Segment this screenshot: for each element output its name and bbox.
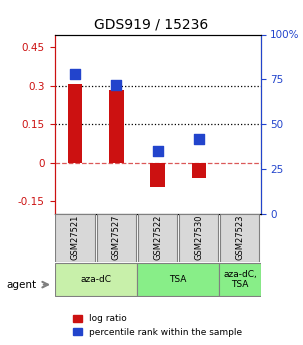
Point bbox=[155, 148, 160, 154]
FancyBboxPatch shape bbox=[55, 263, 137, 296]
Text: GSM27523: GSM27523 bbox=[235, 214, 245, 260]
Point bbox=[114, 82, 119, 88]
Point bbox=[73, 71, 78, 77]
FancyBboxPatch shape bbox=[137, 263, 219, 296]
Bar bbox=[68, 85, 82, 162]
Legend: log ratio, percentile rank within the sample: log ratio, percentile rank within the sa… bbox=[69, 311, 246, 341]
Text: GSM27522: GSM27522 bbox=[153, 214, 162, 260]
Text: GSM27530: GSM27530 bbox=[194, 214, 203, 260]
FancyBboxPatch shape bbox=[220, 214, 259, 262]
Text: aza-dC: aza-dC bbox=[80, 275, 111, 284]
FancyBboxPatch shape bbox=[97, 214, 136, 262]
Point bbox=[196, 136, 201, 141]
Text: GSM27527: GSM27527 bbox=[112, 214, 121, 260]
Text: GDS919 / 15236: GDS919 / 15236 bbox=[94, 17, 209, 31]
FancyBboxPatch shape bbox=[219, 263, 261, 296]
Text: aza-dC,
TSA: aza-dC, TSA bbox=[223, 270, 257, 289]
Bar bbox=[109, 90, 124, 162]
Bar bbox=[150, 162, 165, 187]
FancyBboxPatch shape bbox=[179, 214, 218, 262]
FancyBboxPatch shape bbox=[138, 214, 177, 262]
FancyBboxPatch shape bbox=[55, 214, 95, 262]
Text: TSA: TSA bbox=[169, 275, 187, 284]
Text: agent: agent bbox=[6, 280, 36, 289]
Text: GSM27521: GSM27521 bbox=[71, 214, 80, 260]
Bar bbox=[191, 162, 206, 178]
